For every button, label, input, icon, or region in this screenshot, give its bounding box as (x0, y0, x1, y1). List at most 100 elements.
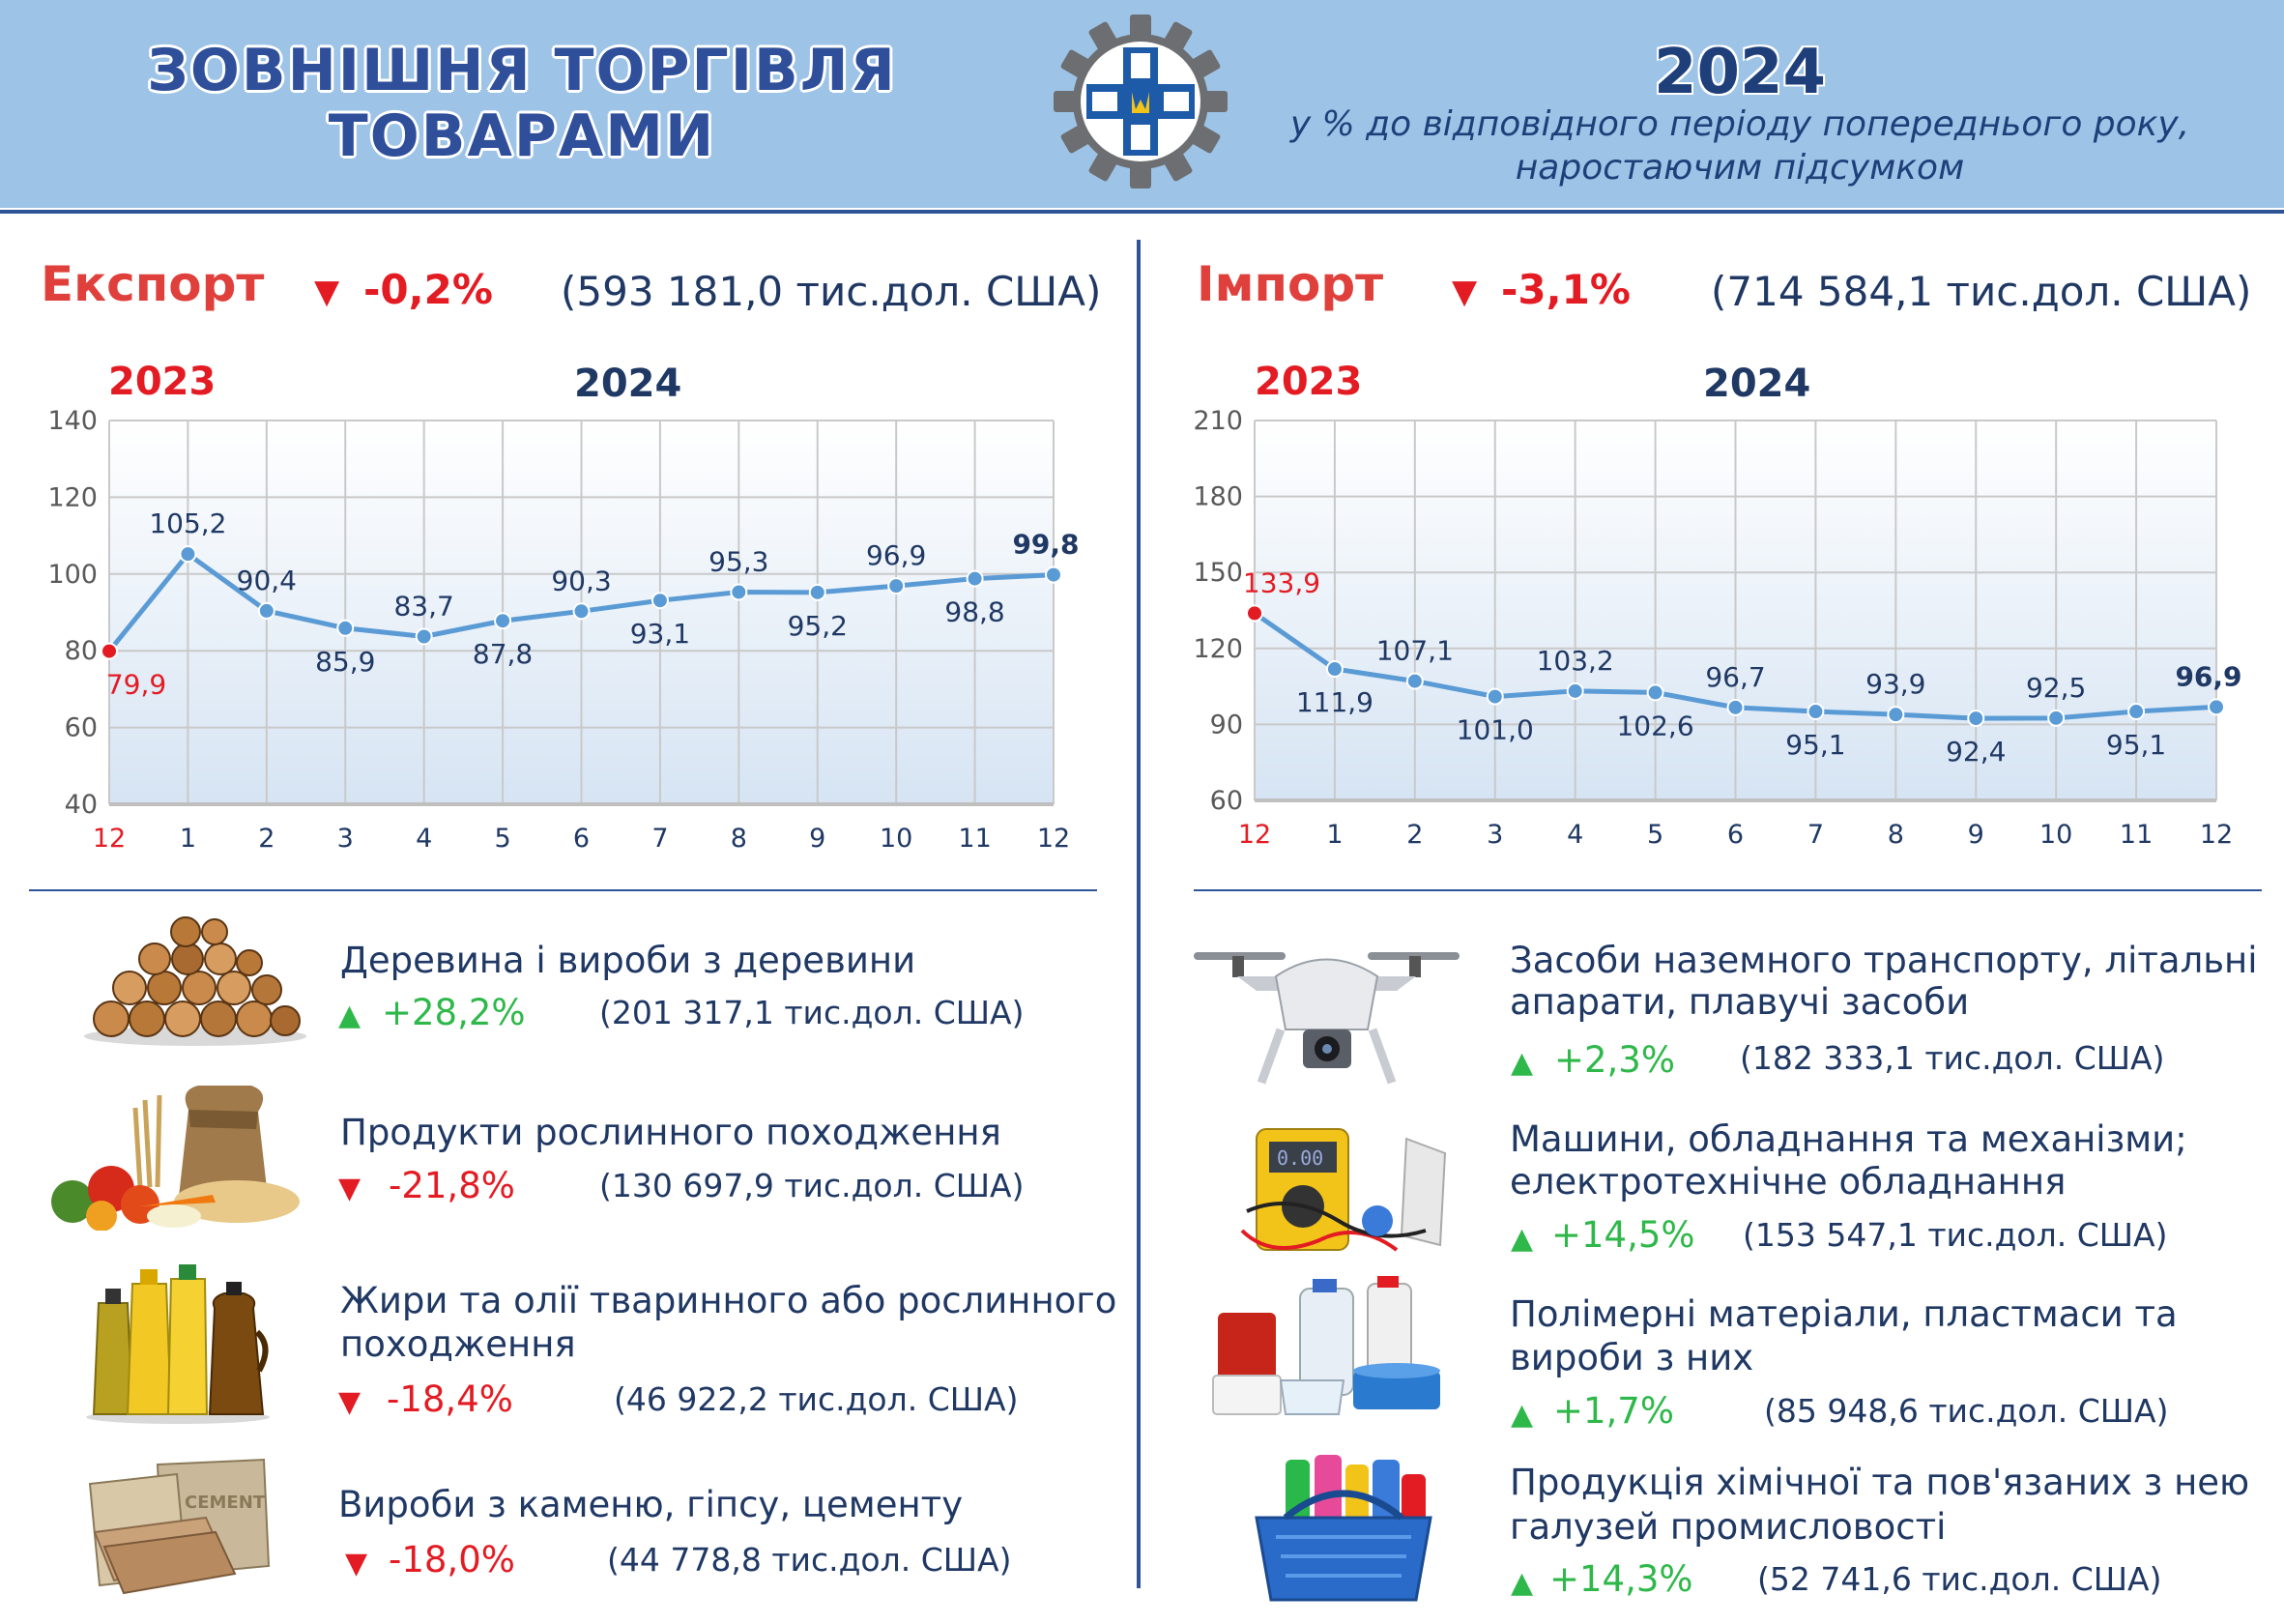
data-label: 105,2 (149, 508, 226, 539)
x-tick-label: 3 (1487, 820, 1503, 850)
y-tick-label: 60 (65, 713, 98, 743)
x-tick-label: 8 (731, 824, 747, 854)
import-item-2-title-line2: електротехнічне обладнання (1510, 1161, 2067, 1203)
cement-bags-icon: CEMENT (88, 1458, 271, 1595)
data-point (1045, 566, 1062, 584)
x-tick-label: 6 (573, 824, 590, 854)
plastic-containers-icon (1212, 1276, 1440, 1415)
data-label: 90,3 (551, 565, 611, 596)
data-label: 133,9 (1243, 566, 1320, 598)
data-point (415, 627, 433, 646)
export-item-1-change: +28,2% (382, 992, 526, 1033)
import-item-2-arrow-up-icon: ▲ (1511, 1222, 1534, 1256)
cleaning-products-icon (1255, 1455, 1432, 1602)
data-label: 87,8 (473, 638, 533, 670)
y-tick-label: 60 (1210, 786, 1243, 816)
data-label: 101,0 (1457, 714, 1534, 746)
x-tick-label: 3 (337, 824, 354, 854)
data-point (966, 569, 984, 588)
data-point (808, 583, 826, 601)
data-label: 92,4 (1946, 736, 2006, 768)
import-item-3-change: +1,7% (1553, 1390, 1675, 1432)
export-item-3-change: -18,4% (387, 1378, 513, 1420)
import-item-4-change: +14,3% (1549, 1558, 1693, 1600)
page-title-line1: ЗОВНІШНЯ ТОРГІВЛЯ (147, 37, 897, 104)
import-change: -3,1% (1501, 266, 1631, 313)
data-label: 92,5 (2026, 672, 2086, 704)
data-point (730, 583, 748, 601)
x-tick-label: 2 (258, 824, 275, 854)
x-tick-label: 4 (416, 824, 432, 854)
center-divider (1137, 240, 1141, 1588)
export-item-2-title-line1: Продукти рослинного походження (340, 1112, 1001, 1153)
import-item-1-title-line2: апарати, плавучі засоби (1510, 981, 1970, 1023)
data-point (1887, 706, 1905, 724)
export-item-2-arrow-down-icon: ▼ (338, 1172, 361, 1205)
data-label: 79,9 (106, 669, 166, 701)
x-tick-label: 10 (880, 824, 912, 854)
export-year-prev: 2023 (108, 360, 217, 404)
export-item-2-change: -21,8% (389, 1165, 515, 1206)
y-tick-label: 150 (1193, 558, 1243, 588)
import-item-4-arrow-up-icon: ▲ (1511, 1566, 1534, 1600)
import-item-1-arrow-up-icon: ▲ (1511, 1046, 1534, 1080)
data-label: 102,6 (1616, 710, 1693, 741)
data-label: 111,9 (1296, 686, 1373, 718)
data-label: 95,2 (788, 610, 848, 642)
import-divider (1194, 889, 2262, 891)
export-year-curr: 2024 (574, 362, 682, 406)
x-tick-label: 1 (180, 824, 196, 854)
x-tick-label: 11 (958, 824, 991, 854)
header-rule (0, 210, 2284, 214)
data-point (257, 601, 275, 620)
data-label: 96,9 (866, 539, 926, 571)
data-label: 95,1 (2106, 729, 2166, 761)
import-item-1-change: +2,3% (1554, 1039, 1676, 1081)
subtitle-line1: у % до відповідного періоду попереднього… (1289, 104, 2190, 144)
data-point (1566, 682, 1584, 700)
data-point (2047, 709, 2066, 727)
x-tick-label: 12 (1238, 820, 1271, 850)
page-title-line2: ТОВАРАМИ (328, 102, 716, 170)
x-tick-label: 9 (1968, 820, 1984, 850)
export-item-3-title-line2: походження (340, 1323, 576, 1365)
y-tick-label: 40 (65, 790, 98, 820)
import-down-arrow-icon: ▼ (1452, 273, 1478, 311)
x-tick-label: 12 (1037, 824, 1070, 854)
y-tick-label: 210 (1193, 406, 1243, 436)
import-label: Імпорт (1197, 256, 1384, 312)
export-item-4-change: -18,0% (389, 1539, 515, 1580)
data-label: 99,8 (1012, 529, 1079, 561)
y-tick-label: 100 (47, 560, 98, 590)
y-tick-label: 90 (1210, 710, 1243, 740)
data-point (572, 602, 591, 621)
import-item-4-title-line2: галузей промисловості (1510, 1506, 1947, 1548)
firewood-icon (84, 916, 306, 1046)
import-item-4-title-line1: Продукція хімічної та пов'язаних з нею (1510, 1462, 2250, 1503)
import-year-prev: 2023 (1255, 360, 1363, 404)
import-item-3-value: (85 948,6 тис.дол. США) (1764, 1392, 2169, 1430)
data-point (1246, 604, 1263, 623)
x-tick-label: 2 (1406, 820, 1423, 850)
export-item-1-arrow-up-icon: ▲ (338, 999, 361, 1032)
export-item-3-arrow-down-icon: ▼ (338, 1385, 361, 1419)
vegetables-grain-icon (51, 1086, 300, 1231)
import-item-3-title-line2: вироби з них (1510, 1337, 1754, 1378)
data-label: 96,7 (1705, 661, 1765, 693)
x-tick-label: 7 (651, 824, 668, 854)
export-item-4-title-line1: Вироби з каменю, гіпсу, цементу (338, 1484, 964, 1525)
data-label: 83,7 (393, 591, 453, 623)
data-point (651, 592, 669, 610)
data-label: 95,3 (708, 545, 768, 577)
data-point (2208, 698, 2225, 716)
data-point (2127, 703, 2146, 721)
drone-icon (1194, 952, 1460, 1085)
y-tick-label: 180 (1193, 482, 1243, 512)
x-tick-label: 12 (2200, 820, 2233, 850)
data-point (336, 619, 355, 637)
import-item-3-arrow-up-icon: ▲ (1511, 1398, 1534, 1432)
svg-text:0.00: 0.00 (1277, 1146, 1323, 1170)
x-tick-label: 7 (1807, 820, 1824, 850)
import-item-2-value: (153 547,1 тис.дол. США) (1743, 1216, 2168, 1254)
x-tick-label: 1 (1326, 820, 1343, 850)
